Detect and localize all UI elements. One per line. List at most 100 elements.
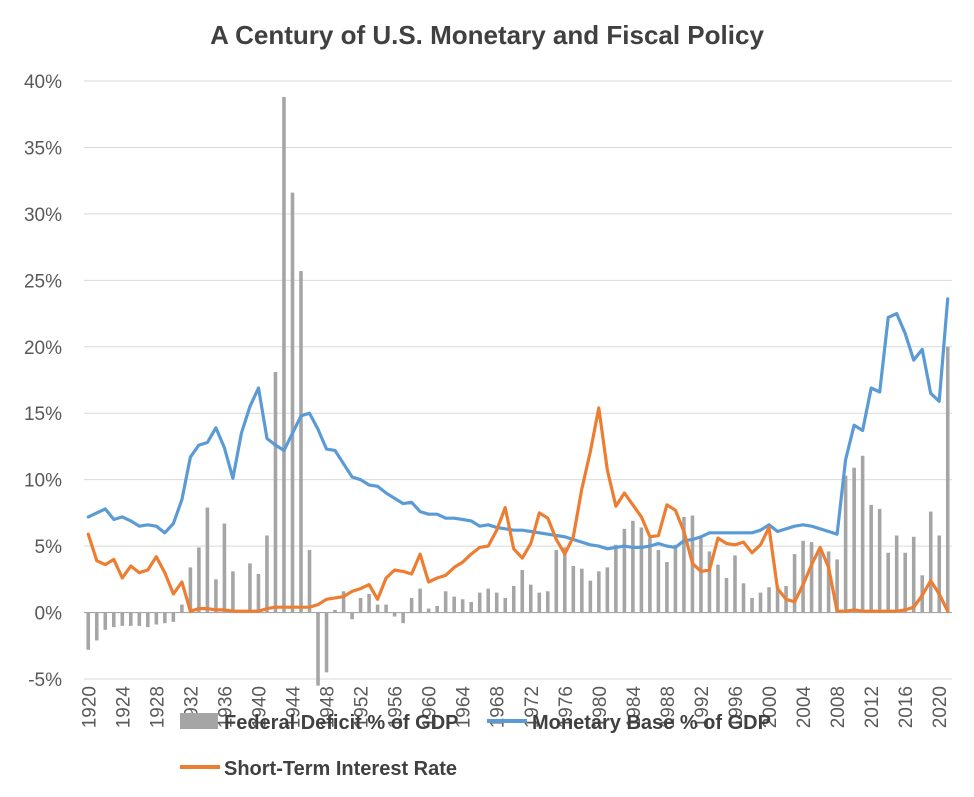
deficit-bar [418,588,422,613]
y-tick-label: 5% [35,537,63,558]
deficit-bar [937,535,942,613]
y-axis-tick-labels: -5% 0% 5% 10% 15% 20% 25% 30% 35% 40% [24,72,62,691]
deficit-bar [894,535,899,613]
deficit-bar [886,552,890,613]
x-tick-label: 1968 [488,686,509,728]
y-tick-label: 35% [24,138,62,159]
deficit-bar [537,592,542,613]
deficit-bar [835,559,839,613]
deficit-bar [733,555,737,613]
deficit-bar [656,550,661,613]
y-tick-label: 25% [24,271,62,292]
deficit-bar [580,568,584,613]
x-tick-label: 2016 [896,686,917,728]
deficit-bar [146,612,150,628]
deficit-bar [707,551,712,613]
x-tick-label: 1992 [692,686,713,728]
x-tick-label: 1972 [522,686,543,728]
deficit-bar [452,596,456,613]
deficit-bar [256,574,261,613]
x-tick-label: 1960 [420,686,441,728]
deficit-bar [290,192,295,613]
x-tick-label: 1952 [352,686,373,728]
deficit-bar [928,511,933,613]
deficit-bar [163,612,167,624]
deficit-bar [631,520,635,613]
deficit-bar [273,372,278,613]
deficit-bar [477,592,482,613]
deficit-bar [409,597,414,613]
deficit-bar [563,547,567,613]
deficit-bar [197,547,201,613]
deficit-bar [214,579,218,613]
deficit-bar [843,475,848,613]
deficit-bar [792,554,797,613]
deficit-bar [137,612,142,626]
deficit-bar [724,578,729,613]
y-tick-label: 10% [24,471,62,492]
x-tick-label: 1944 [283,686,304,729]
deficit-bar [699,538,703,613]
x-tick-label: 2012 [862,686,883,728]
deficit-bar [673,544,678,613]
deficit-bar [639,527,644,613]
deficit-bar [528,584,533,613]
chart-title: A Century of U.S. Monetary and Fiscal Po… [210,20,764,50]
y-tick-label: 0% [35,604,63,625]
deficit-bar [741,583,746,613]
x-tick-label: 1964 [454,686,475,729]
deficit-bars [86,96,950,686]
deficit-bar [852,467,856,613]
deficit-bar [545,591,550,613]
deficit-bar [367,593,371,613]
deficit-bar [775,585,780,613]
deficit-bar [316,612,320,686]
interest-rate-line [86,406,950,613]
deficit-bar [120,612,125,626]
deficit-bar [384,604,388,613]
legend-swatch-deficit [180,713,218,729]
deficit-bar [877,508,882,613]
deficit-bar [171,612,176,622]
deficit-bar [282,96,286,613]
deficit-bar [426,608,431,613]
deficit-bar [682,516,686,613]
deficit-bar [248,563,252,613]
monetary-base-line [86,297,950,551]
deficit-bar [614,544,618,613]
deficit-bar [554,550,559,613]
legend-label-rate: Short-Term Interest Rate [224,758,457,780]
deficit-bar [486,588,491,613]
x-tick-label: 1920 [79,686,100,728]
x-tick-label: 1980 [590,686,611,728]
deficit-bar [622,528,627,613]
deficit-bar [435,605,439,613]
deficit-bar [869,504,873,613]
y-tick-label: 20% [24,338,62,359]
y-tick-label: 15% [24,404,62,425]
deficit-bar [222,523,227,613]
deficit-bar [299,271,303,613]
deficit-bar [324,612,329,673]
deficit-bar [129,612,133,626]
deficit-bar [911,536,916,613]
deficit-bar [511,585,516,613]
x-tick-label: 1948 [318,686,339,728]
x-tick-label: 2020 [930,686,951,728]
deficit-bar [503,597,508,613]
deficit-bar [86,612,91,650]
deficit-bar [860,455,865,613]
deficit-bar [605,567,610,613]
deficit-bar [111,612,116,628]
y-tick-label: -5% [28,670,62,691]
x-tick-label: 1940 [249,686,270,728]
deficit-bar [350,612,354,620]
deficit-bar [665,562,669,613]
deficit-bar [597,571,601,613]
deficit-bar [648,538,652,613]
deficit-bar [520,570,525,613]
x-tick-label: 2008 [828,686,849,728]
deficit-bar [392,612,397,617]
